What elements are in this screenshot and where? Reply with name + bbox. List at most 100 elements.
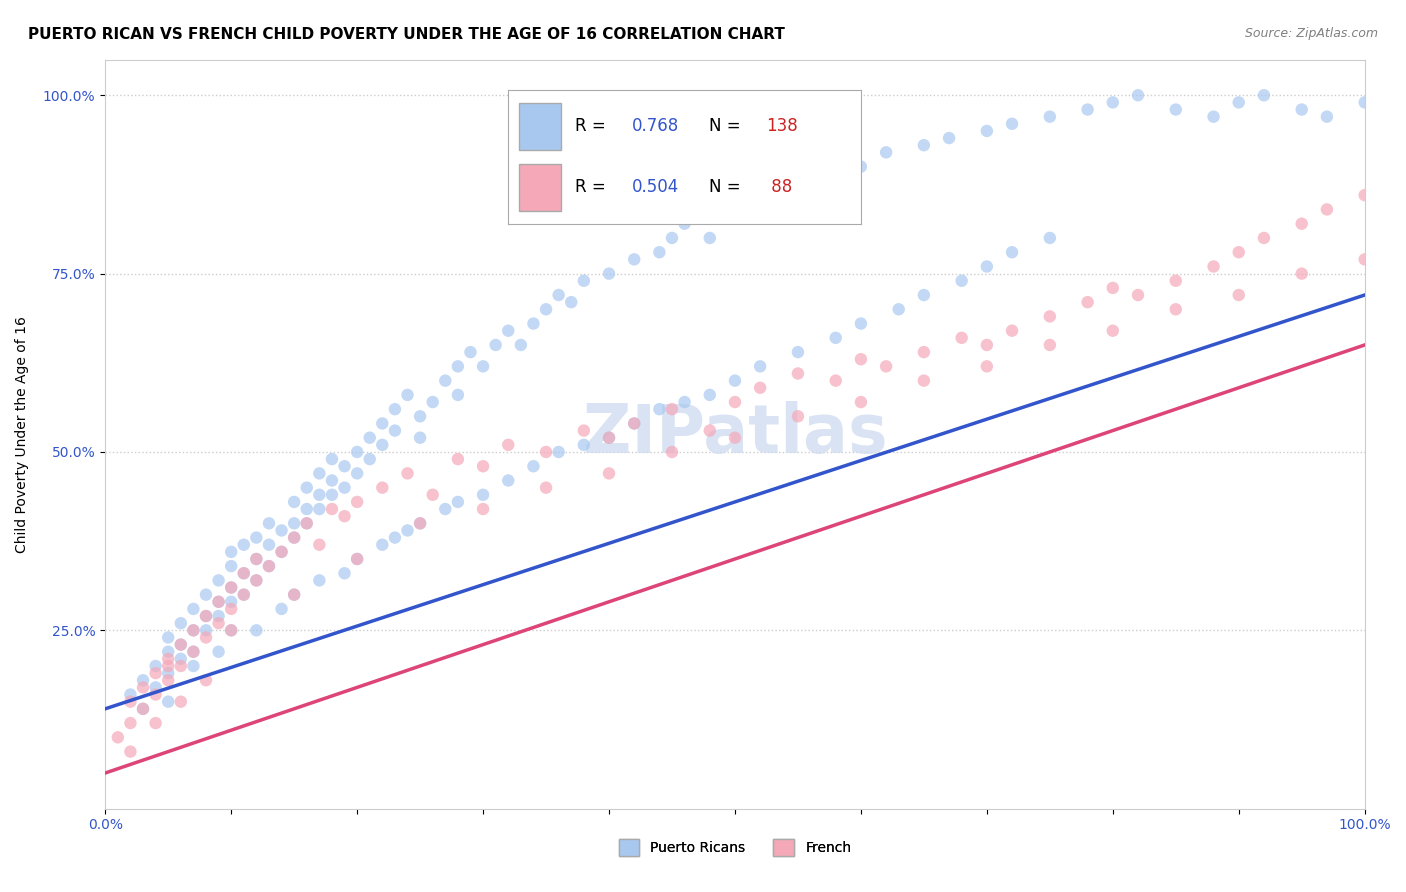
- Point: [1227, 245, 1250, 260]
- Point: [283, 516, 305, 531]
- Point: [699, 388, 721, 402]
- Point: [321, 452, 343, 467]
- Point: [1001, 117, 1024, 131]
- Point: [1039, 338, 1062, 352]
- Point: [1101, 281, 1123, 295]
- Point: [308, 467, 330, 481]
- Point: [359, 431, 381, 445]
- Point: [447, 359, 470, 374]
- Point: [295, 481, 318, 495]
- Point: [824, 331, 846, 345]
- Point: [371, 538, 394, 552]
- Point: [887, 302, 910, 317]
- Point: [724, 431, 747, 445]
- Point: [509, 338, 531, 352]
- Point: [283, 588, 305, 602]
- Point: [1077, 295, 1099, 310]
- Point: [912, 138, 935, 153]
- Point: [333, 509, 356, 524]
- Point: [447, 388, 470, 402]
- Point: [270, 524, 292, 538]
- Point: [245, 552, 267, 566]
- Point: [195, 609, 218, 624]
- Point: [661, 231, 683, 245]
- Point: [724, 210, 747, 224]
- Point: [1164, 302, 1187, 317]
- Point: [787, 345, 810, 359]
- Point: [157, 645, 180, 659]
- Point: [245, 574, 267, 588]
- Point: [572, 274, 595, 288]
- Point: [219, 559, 242, 574]
- Point: [232, 566, 254, 581]
- Point: [170, 616, 193, 631]
- Point: [1039, 231, 1062, 245]
- Point: [245, 531, 267, 545]
- Point: [460, 345, 482, 359]
- Text: PUERTO RICAN VS FRENCH CHILD POVERTY UNDER THE AGE OF 16 CORRELATION CHART: PUERTO RICAN VS FRENCH CHILD POVERTY UND…: [28, 27, 785, 42]
- Point: [1077, 103, 1099, 117]
- Point: [346, 445, 368, 459]
- Point: [598, 431, 620, 445]
- Point: [912, 288, 935, 302]
- Point: [157, 695, 180, 709]
- Point: [308, 574, 330, 588]
- Point: [157, 673, 180, 688]
- Point: [1039, 110, 1062, 124]
- Point: [107, 731, 129, 745]
- Point: [195, 624, 218, 638]
- Point: [170, 638, 193, 652]
- Point: [598, 431, 620, 445]
- Point: [232, 588, 254, 602]
- Point: [1101, 95, 1123, 110]
- Point: [623, 417, 645, 431]
- Point: [623, 252, 645, 267]
- Point: [384, 402, 406, 417]
- Point: [145, 716, 167, 731]
- Point: [1354, 95, 1376, 110]
- Point: [183, 624, 205, 638]
- Point: [547, 288, 569, 302]
- Point: [207, 609, 229, 624]
- Point: [673, 395, 696, 409]
- Point: [1001, 245, 1024, 260]
- Point: [1291, 267, 1313, 281]
- Point: [1126, 88, 1149, 103]
- Point: [346, 552, 368, 566]
- Point: [623, 417, 645, 431]
- Point: [409, 409, 432, 424]
- Point: [245, 552, 267, 566]
- Point: [396, 524, 419, 538]
- Point: [207, 574, 229, 588]
- Point: [245, 624, 267, 638]
- Point: [346, 552, 368, 566]
- Point: [409, 516, 432, 531]
- Point: [145, 688, 167, 702]
- Point: [598, 267, 620, 281]
- Point: [183, 645, 205, 659]
- Point: [1001, 324, 1024, 338]
- Point: [346, 467, 368, 481]
- Point: [787, 181, 810, 195]
- Point: [1316, 110, 1339, 124]
- Point: [1354, 252, 1376, 267]
- Point: [422, 488, 444, 502]
- Point: [283, 531, 305, 545]
- Point: [321, 474, 343, 488]
- Point: [270, 545, 292, 559]
- Point: [598, 467, 620, 481]
- Point: [522, 459, 544, 474]
- Point: [132, 702, 155, 716]
- Point: [1316, 202, 1339, 217]
- Point: [157, 666, 180, 681]
- Point: [170, 659, 193, 673]
- Point: [396, 388, 419, 402]
- Point: [496, 438, 519, 452]
- Point: [170, 652, 193, 666]
- Point: [183, 659, 205, 673]
- Point: [849, 317, 872, 331]
- Point: [257, 559, 280, 574]
- Point: [333, 481, 356, 495]
- Point: [875, 359, 897, 374]
- Point: [1354, 188, 1376, 202]
